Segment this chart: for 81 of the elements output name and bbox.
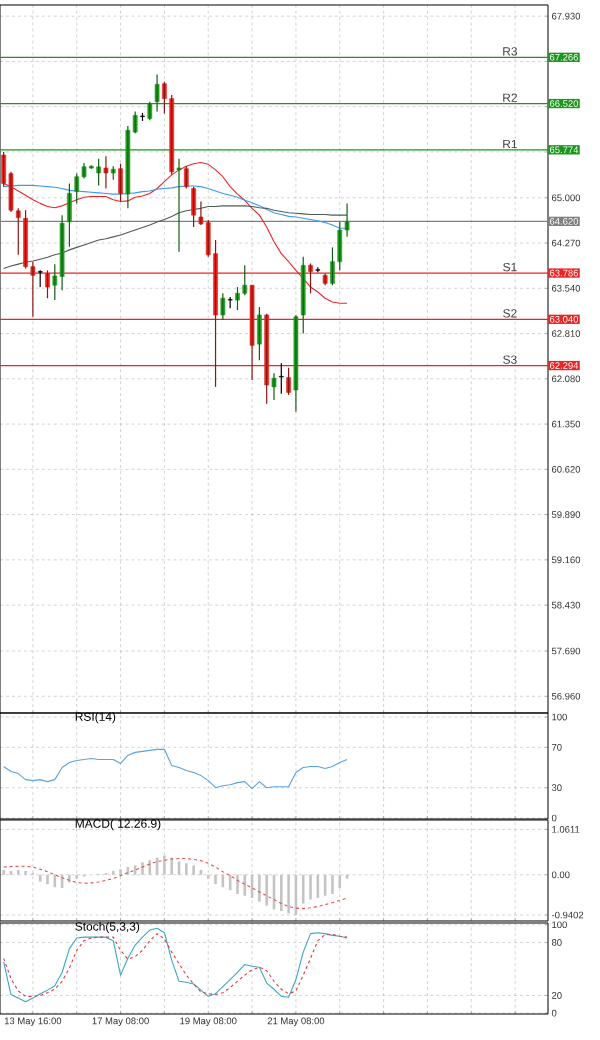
- annotation: R2: [503, 93, 517, 102]
- x-tick-label: 21 May 08:00: [267, 1017, 325, 1027]
- bar: [185, 863, 188, 875]
- y-tick-label: 0: [551, 814, 557, 822]
- y-tick-label: 65.000: [552, 194, 581, 202]
- candlestick: [96, 158, 101, 186]
- y-tick-label: 56.960: [551, 692, 581, 700]
- bar: [331, 874, 334, 895]
- bar: [236, 874, 239, 895]
- y-tick-label: 59.890: [551, 511, 581, 518]
- x-tick-label: 19 May 08:00: [180, 1017, 237, 1027]
- y-tick-label: 58.430: [551, 601, 581, 609]
- annotation: S3: [503, 355, 517, 364]
- y-tick-label: 60.620: [552, 466, 581, 473]
- bar: [16, 870, 20, 875]
- bar: [338, 874, 342, 889]
- candlestick: [271, 372, 277, 401]
- chart-title: Stoch(5,3,3): [75, 921, 140, 934]
- y-tick-label: 0.00: [551, 871, 570, 879]
- y-tick-label: 57.690: [551, 647, 581, 655]
- bar: [75, 874, 79, 879]
- bar: [280, 874, 283, 912]
- annotation: R1: [503, 139, 517, 149]
- candlestick: [103, 155, 109, 190]
- annotation: S1: [503, 262, 517, 272]
- line-series: [3, 857, 348, 910]
- bar: [243, 874, 247, 896]
- bar: [287, 874, 290, 914]
- chart-title: MACD( 12.26.9): [75, 819, 161, 831]
- bar: [309, 874, 312, 900]
- y-tick-label: 100: [552, 921, 567, 929]
- candlestick: [344, 202, 350, 238]
- x-tick-label: 13 May 16:00: [4, 1017, 62, 1027]
- y-tick-label: 1.0611: [552, 826, 580, 833]
- candlestick: [52, 263, 58, 301]
- bar: [301, 874, 305, 904]
- y-tick-label: 30: [551, 784, 562, 792]
- y-tick-label: 67.930: [552, 12, 581, 20]
- x-tick-label: 17 May 08:00: [92, 1017, 149, 1027]
- bar: [141, 862, 144, 875]
- bar: [258, 874, 261, 902]
- y-tick-label: 59.160: [551, 556, 581, 564]
- candlestick: [235, 286, 240, 311]
- y-tick-label: -0.9402: [551, 911, 584, 919]
- candlestick: [242, 264, 248, 296]
- bar: [119, 869, 122, 875]
- y-tick-label: 0: [551, 1009, 557, 1017]
- candlestick: [81, 162, 87, 180]
- candlestick: [176, 158, 182, 253]
- bar: [163, 855, 166, 875]
- ref-line-label: 62.294: [549, 362, 579, 369]
- chart-title: RSI(14): [75, 712, 116, 724]
- bar: [206, 874, 210, 879]
- bar: [111, 870, 115, 875]
- bar: [265, 874, 268, 906]
- annotation: S2: [503, 309, 517, 318]
- bar: [192, 865, 195, 875]
- y-tick-label: 80: [551, 939, 562, 946]
- y-tick-label: 70: [552, 743, 562, 751]
- bar: [214, 874, 217, 885]
- y-tick-label: 61.350: [552, 420, 581, 428]
- y-tick-label: 64.270: [552, 239, 581, 247]
- annotation: R3: [503, 47, 518, 56]
- ref-line-label: 63.786: [549, 269, 579, 277]
- bar: [46, 874, 49, 885]
- bar: [2, 870, 5, 875]
- ref-line-label: 66.520: [549, 100, 579, 107]
- ref-line-label: 64.620: [549, 218, 579, 225]
- ref-line-label: 67.266: [549, 53, 579, 61]
- y-tick-label: 20: [551, 992, 562, 999]
- ref-line-label: 63.040: [549, 315, 579, 323]
- y-tick-label: 62.810: [552, 330, 581, 337]
- y-tick-label: 63.540: [552, 284, 581, 292]
- bar: [24, 870, 27, 875]
- bar: [148, 860, 152, 875]
- y-tick-label: 100: [552, 713, 567, 721]
- candlestick: [15, 207, 21, 256]
- candlestick: [198, 200, 204, 226]
- candlestick: [278, 362, 284, 395]
- y-tick-label: 62.080: [552, 375, 581, 383]
- ref-line-label: 65.774: [549, 146, 579, 154]
